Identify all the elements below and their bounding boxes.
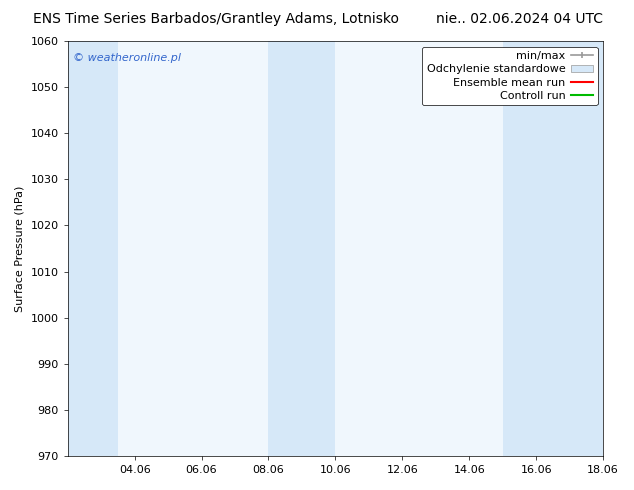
Text: nie.. 02.06.2024 04 UTC: nie.. 02.06.2024 04 UTC <box>436 12 604 26</box>
Text: © weatheronline.pl: © weatheronline.pl <box>73 53 181 64</box>
Bar <box>268 41 335 456</box>
Bar <box>68 41 118 456</box>
Y-axis label: Surface Pressure (hPa): Surface Pressure (hPa) <box>15 185 25 312</box>
Text: ENS Time Series Barbados/Grantley Adams, Lotnisko: ENS Time Series Barbados/Grantley Adams,… <box>32 12 399 26</box>
Bar <box>503 41 603 456</box>
Legend: min/max, Odchylenie standardowe, Ensemble mean run, Controll run: min/max, Odchylenie standardowe, Ensembl… <box>422 47 598 105</box>
